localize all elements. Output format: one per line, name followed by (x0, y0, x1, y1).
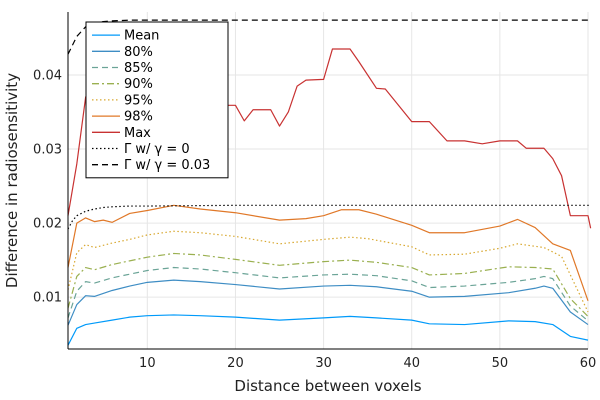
y-tick-label: 0.03 (33, 143, 62, 158)
x-tick-label: 40 (403, 356, 420, 371)
y-axis-label: Difference in radiosensitivity (3, 73, 21, 288)
x-tick-label: 50 (492, 356, 509, 371)
series-line (67, 204, 591, 230)
legend-label: 85% (124, 61, 153, 76)
x-tick-label: 30 (315, 356, 332, 371)
legend-label: 80% (124, 45, 153, 60)
x-axis-label: Distance between voxels (234, 377, 421, 395)
series-line (67, 279, 589, 326)
legend-label: 90% (124, 77, 153, 92)
series-line (67, 204, 589, 302)
legend-label: Γ w/ γ = 0.03 (124, 158, 210, 173)
x-tick-label: 20 (227, 356, 244, 371)
legend-label: Max (124, 126, 151, 141)
tick-labels: 10 20 30 40 50 60 0.01 0.02 0.03 0.04 (33, 68, 596, 371)
series-line (67, 252, 589, 317)
legend-label: Γ w/ γ = 0 (124, 142, 190, 157)
series-line (67, 230, 589, 313)
x-tick-label: 60 (580, 356, 597, 371)
series-line (67, 266, 589, 322)
series-line (67, 314, 589, 346)
legend-label: Mean (124, 29, 159, 44)
axes (67, 12, 588, 350)
legend-label: 98% (124, 110, 153, 125)
legend-label: 95% (124, 93, 153, 108)
y-tick-label: 0.04 (33, 68, 62, 83)
grid-lines (68, 12, 589, 349)
legend-box (85, 21, 229, 179)
x-tick-label: 10 (139, 356, 156, 371)
y-tick-label: 0.01 (33, 291, 62, 306)
y-tick-label: 0.02 (33, 217, 62, 232)
